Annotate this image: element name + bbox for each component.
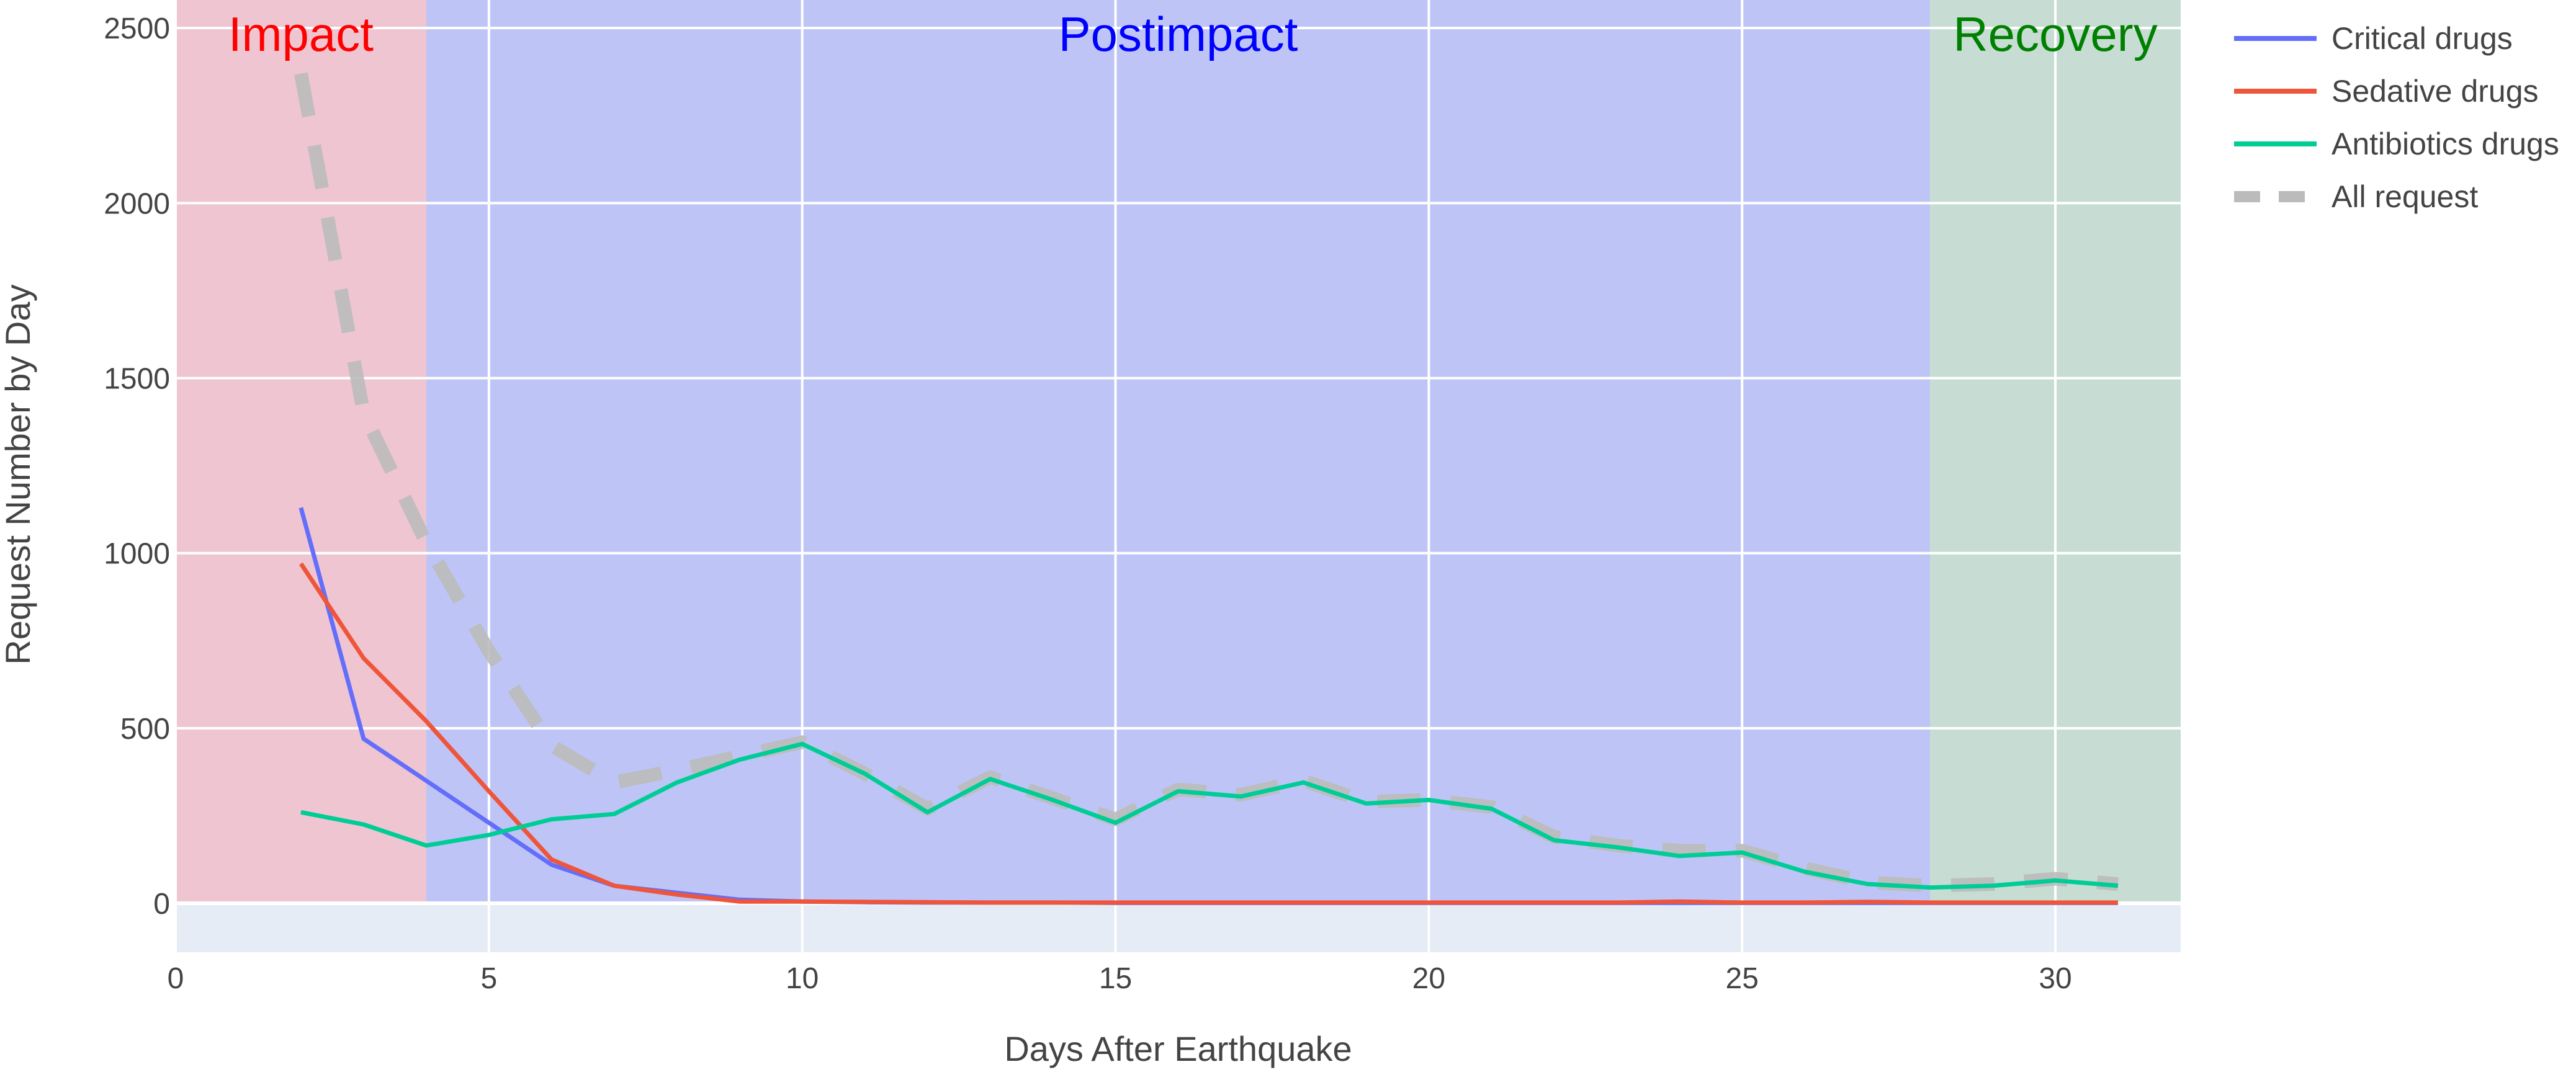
- x-axis-ticks: 0 5 10 15 20 25 30: [168, 962, 2072, 995]
- series-line-all-request[interactable]: [294, 72, 2119, 893]
- region-labels: Impact Postimpact Recovery: [228, 7, 2158, 61]
- y-tick-label: 2500: [104, 12, 170, 45]
- legend-label: Sedative drugs: [2331, 74, 2539, 109]
- x-axis-title: Days After Earthquake: [1004, 1029, 1352, 1068]
- y-tick-label: 500: [120, 713, 170, 746]
- legend[interactable]: Critical drugs Sedative drugs Antibiotics …: [2234, 21, 2559, 214]
- y-tick-label: 0: [153, 888, 170, 921]
- region-bands: [176, 0, 2181, 952]
- legend-label: Critical drugs: [2331, 21, 2513, 56]
- y-tick-label: 2000: [104, 187, 170, 220]
- series-line-sedative-drugs[interactable]: [298, 562, 2118, 905]
- region-band-postimpact: [426, 0, 1931, 903]
- series-line-antibiotics-drugs[interactable]: [300, 741, 2119, 890]
- legend-label: Antibiotics drugs: [2331, 127, 2559, 161]
- legend-item-antibiotics-drugs[interactable]: Antibiotics drugs: [2234, 127, 2559, 161]
- x-tick-label: 20: [1412, 962, 1445, 995]
- y-axis-ticks: 0 500 1000 1500 2000 2500: [104, 12, 170, 921]
- y-tick-label: 1500: [104, 362, 170, 395]
- y-axis-title: Request Number by Day: [0, 284, 37, 664]
- region-label-recovery: Recovery: [1953, 7, 2157, 61]
- legend-item-critical-drugs[interactable]: Critical drugs: [2234, 21, 2513, 56]
- x-tick-label: 0: [168, 962, 184, 995]
- x-tick-label: 10: [786, 962, 819, 995]
- legend-label: All request: [2331, 179, 2478, 214]
- legend-item-sedative-drugs[interactable]: Sedative drugs: [2234, 74, 2539, 109]
- region-label-postimpact: Postimpact: [1059, 7, 1298, 61]
- x-tick-label: 5: [480, 962, 497, 995]
- x-tick-label: 25: [1726, 962, 1759, 995]
- x-tick-label: 15: [1099, 962, 1132, 995]
- series-lines: [294, 72, 2119, 905]
- legend-item-all-request[interactable]: All request: [2234, 179, 2478, 214]
- region-label-impact: Impact: [228, 7, 374, 61]
- x-tick-label: 30: [2039, 962, 2071, 995]
- y-tick-label: 1000: [104, 538, 170, 571]
